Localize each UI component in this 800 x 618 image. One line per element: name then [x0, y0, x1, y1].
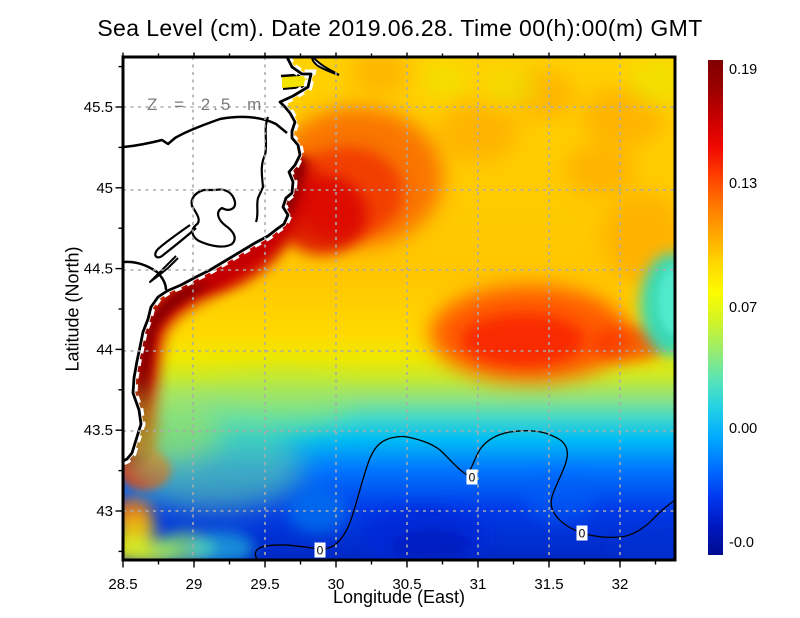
x-axis-label: Longitude (East)	[332, 587, 466, 607]
colorbar	[708, 60, 723, 555]
colorbar-tick-label: 0.00	[729, 420, 758, 437]
colorbar-tick-label: 0.13	[729, 175, 758, 192]
delta-lagoon-patch	[282, 76, 310, 88]
y-axis-label: Latitude (North)	[62, 246, 83, 372]
delta-arm	[310, 56, 340, 76]
x-tick-label: 30.5	[392, 576, 421, 593]
contour-label: 0	[317, 544, 324, 558]
map-annotation: Z = 2.5 m	[147, 95, 265, 114]
x-tick-label: 30	[328, 576, 345, 593]
coastline	[122, 56, 313, 463]
grid-lines	[123, 57, 675, 560]
y-tick-label: 45.5	[84, 99, 113, 116]
x-tick-label: 29.5	[250, 576, 279, 593]
colorbar-tick-label: 0.19	[729, 61, 758, 78]
x-tick-label: 29	[186, 576, 203, 593]
axis-ticks: 28.5 29 29.5 30 30.5 31 31.5 32 43 43.5 44 44.5 45 45…	[84, 52, 657, 593]
y-tick-label: 43	[96, 503, 113, 520]
x-tick-label: 31.5	[534, 576, 563, 593]
contour-labels: 0 0 0	[314, 469, 588, 558]
contour-label: 0	[469, 471, 476, 485]
colorbar-tick-label: -0.0	[729, 534, 754, 551]
y-tick-label: 44.5	[84, 261, 113, 278]
plot-border	[121, 55, 677, 562]
x-tick-label: 31	[470, 576, 487, 593]
colorbar-tick-label: 0.07	[729, 299, 758, 316]
y-tick-label: 45	[96, 180, 113, 197]
x-tick-label: 32	[612, 576, 629, 593]
contour-label: 0	[579, 527, 586, 541]
page-title: Sea Level (cm). Date 2019.06.28. Time 00…	[97, 15, 703, 41]
river-lines	[122, 115, 288, 291]
colorbar-tick-labels: 0.19 0.13 0.07 0.00 -0.0	[729, 60, 789, 555]
x-tick-label: 28.5	[108, 576, 137, 593]
y-tick-label: 43.5	[84, 422, 113, 439]
y-tick-label: 44	[96, 341, 113, 358]
land-mass	[120, 54, 340, 466]
